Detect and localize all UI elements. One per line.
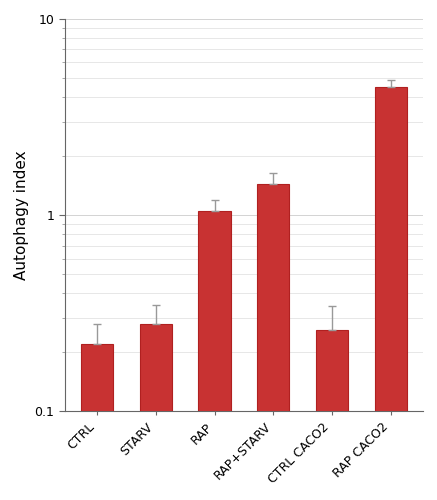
Y-axis label: Autophagy index: Autophagy index: [14, 150, 29, 280]
Bar: [257, 184, 289, 500]
Bar: [140, 324, 172, 500]
Bar: [316, 330, 348, 500]
Bar: [375, 87, 407, 500]
Bar: [81, 344, 113, 500]
Bar: [198, 211, 231, 500]
